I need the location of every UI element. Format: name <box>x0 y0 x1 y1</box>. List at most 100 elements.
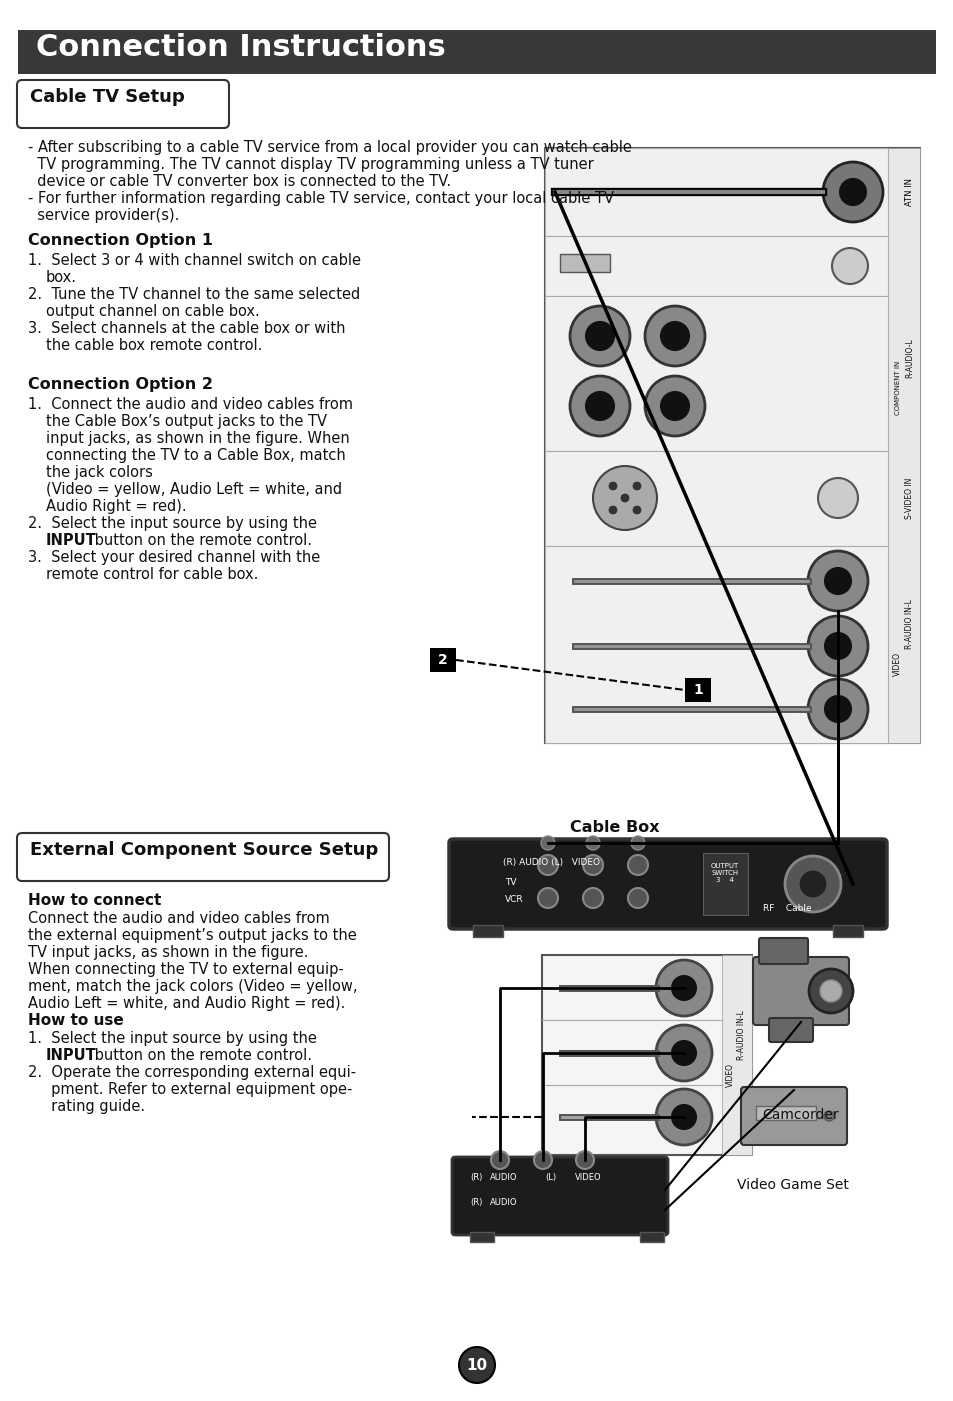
Circle shape <box>627 888 647 908</box>
Text: Connection Instructions: Connection Instructions <box>36 34 445 62</box>
Circle shape <box>801 871 824 897</box>
Text: INPUT: INPUT <box>46 1048 96 1063</box>
Circle shape <box>822 163 882 221</box>
Text: AUDIO: AUDIO <box>490 1198 517 1208</box>
Circle shape <box>817 478 857 518</box>
Circle shape <box>491 1152 509 1168</box>
Bar <box>470 1231 494 1243</box>
Circle shape <box>784 856 841 912</box>
Text: TV: TV <box>504 878 516 887</box>
Text: (L): (L) <box>544 1173 556 1182</box>
Circle shape <box>585 392 614 420</box>
Text: (Video = yellow, Audio Left = white, and: (Video = yellow, Audio Left = white, and <box>46 482 342 497</box>
FancyBboxPatch shape <box>768 1019 812 1042</box>
Circle shape <box>656 1089 711 1145</box>
Circle shape <box>824 567 850 594</box>
Text: 2.  Select the input source by using the: 2. Select the input source by using the <box>28 516 316 531</box>
Text: RF    Cable: RF Cable <box>762 904 811 913</box>
Circle shape <box>576 1152 594 1168</box>
Circle shape <box>627 855 647 876</box>
Text: Cable TV Setup: Cable TV Setup <box>30 88 185 106</box>
Text: - After subscribing to a cable TV service from a local provider you can watch ca: - After subscribing to a cable TV servic… <box>28 140 631 156</box>
Text: TV input jacks, as shown in the figure.: TV input jacks, as shown in the figure. <box>28 946 308 960</box>
Bar <box>639 1231 663 1243</box>
Circle shape <box>540 836 555 850</box>
Text: R-AUDIO IN-L: R-AUDIO IN-L <box>737 1010 745 1061</box>
Text: VIDEO: VIDEO <box>892 651 901 677</box>
Circle shape <box>660 322 688 350</box>
Text: AUDIO: AUDIO <box>490 1173 517 1182</box>
Circle shape <box>534 1152 552 1168</box>
Text: Connection Option 1: Connection Option 1 <box>28 233 213 248</box>
Text: 1.  Select 3 or 4 with channel switch on cable: 1. Select 3 or 4 with channel switch on … <box>28 254 360 268</box>
Circle shape <box>807 616 867 677</box>
Text: TV programming. The TV cannot display TV programming unless a TV tuner: TV programming. The TV cannot display TV… <box>28 157 593 172</box>
Circle shape <box>630 836 644 850</box>
Circle shape <box>671 1041 696 1065</box>
Text: INPUT: INPUT <box>46 532 96 548</box>
Text: remote control for cable box.: remote control for cable box. <box>46 567 258 581</box>
Text: rating guide.: rating guide. <box>28 1098 145 1114</box>
Circle shape <box>633 506 640 514</box>
Bar <box>544 235 887 296</box>
Text: 1: 1 <box>693 684 702 698</box>
Text: Connect the audio and video cables from: Connect the audio and video cables from <box>28 911 330 926</box>
Text: 1.  Connect the audio and video cables from: 1. Connect the audio and video cables fr… <box>28 396 353 412</box>
Bar <box>721 955 751 1154</box>
Text: 2: 2 <box>437 653 447 667</box>
Bar <box>684 678 710 702</box>
Bar <box>544 149 919 743</box>
Circle shape <box>608 482 617 490</box>
Circle shape <box>820 981 841 1002</box>
Circle shape <box>620 495 628 502</box>
Bar <box>755 1105 815 1119</box>
Text: (R) AUDIO (L)   VIDEO: (R) AUDIO (L) VIDEO <box>502 857 599 867</box>
Circle shape <box>656 1026 711 1082</box>
Text: 1.  Select the input source by using the: 1. Select the input source by using the <box>28 1031 321 1047</box>
Bar <box>18 29 935 74</box>
Circle shape <box>585 836 599 850</box>
Text: output channel on cable box.: output channel on cable box. <box>46 304 259 319</box>
Circle shape <box>660 392 688 420</box>
Text: Video Game Set: Video Game Set <box>737 1178 848 1192</box>
Text: COMPONENT IN: COMPONENT IN <box>894 361 900 415</box>
Circle shape <box>807 679 867 738</box>
Circle shape <box>831 248 867 284</box>
Circle shape <box>537 855 558 876</box>
Text: the external equipment’s output jacks to the: the external equipment’s output jacks to… <box>28 927 356 943</box>
Text: VIDEO: VIDEO <box>724 1063 734 1087</box>
Text: External Component Source Setup: External Component Source Setup <box>30 841 377 859</box>
Circle shape <box>671 1105 696 1129</box>
Text: Camcorder: Camcorder <box>761 1108 838 1122</box>
Circle shape <box>585 322 614 350</box>
Bar <box>473 925 502 937</box>
Circle shape <box>671 976 696 1000</box>
Text: the Cable Box’s output jacks to the TV: the Cable Box’s output jacks to the TV <box>46 415 327 429</box>
FancyBboxPatch shape <box>449 839 886 929</box>
Circle shape <box>808 969 852 1013</box>
Bar <box>430 649 456 672</box>
Bar <box>544 149 887 235</box>
Text: Audio Left = white, and Audio Right = red).: Audio Left = white, and Audio Right = re… <box>28 996 345 1012</box>
Circle shape <box>569 375 629 436</box>
Text: R-AUDIO IN-L: R-AUDIO IN-L <box>904 600 914 649</box>
Circle shape <box>656 960 711 1016</box>
Text: 2.  Operate the corresponding external equi-: 2. Operate the corresponding external eq… <box>28 1065 355 1080</box>
Text: S-VIDEO IN: S-VIDEO IN <box>904 478 914 518</box>
FancyBboxPatch shape <box>759 939 807 964</box>
Circle shape <box>569 305 629 366</box>
Text: 2.  Tune the TV channel to the same selected: 2. Tune the TV channel to the same selec… <box>28 287 360 303</box>
Text: 3.  Select channels at the cable box or with: 3. Select channels at the cable box or w… <box>28 321 345 336</box>
Circle shape <box>537 888 558 908</box>
Text: R-AUDIO-L: R-AUDIO-L <box>904 338 914 378</box>
Circle shape <box>593 467 657 530</box>
Text: 3.  Select your desired channel with the: 3. Select your desired channel with the <box>28 551 320 565</box>
Text: the jack colors: the jack colors <box>46 465 152 481</box>
Text: - For further information regarding cable TV service, contact your local cable T: - For further information regarding cabl… <box>28 191 614 206</box>
FancyBboxPatch shape <box>452 1157 667 1236</box>
FancyBboxPatch shape <box>17 80 229 127</box>
Bar <box>832 925 862 937</box>
Text: box.: box. <box>46 270 77 284</box>
Text: OUTPUT
SWITCH
3    4: OUTPUT SWITCH 3 4 <box>710 863 739 883</box>
Text: connecting the TV to a Cable Box, match: connecting the TV to a Cable Box, match <box>46 448 345 462</box>
